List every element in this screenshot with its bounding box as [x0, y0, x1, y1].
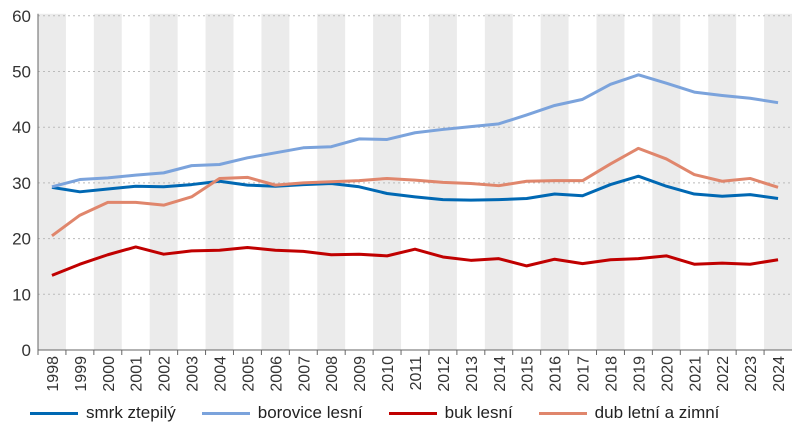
- x-tick-label: 2023: [743, 356, 760, 392]
- y-tick-label: 30: [12, 174, 31, 193]
- y-tick-label: 20: [12, 230, 31, 249]
- year-band: [149, 13, 178, 351]
- legend-item: dub letní a zimní: [538, 403, 720, 423]
- x-tick-label: 2019: [631, 356, 648, 392]
- x-tick-label: 2000: [101, 356, 118, 392]
- x-tick-label: 2022: [715, 356, 732, 392]
- legend-swatch: [388, 411, 437, 415]
- x-tick-label: 2008: [324, 356, 341, 392]
- legend-label: smrk ztepilý: [86, 403, 176, 422]
- x-tick-label: 2018: [603, 356, 620, 392]
- legend: smrk ztepilý borovice lesní buk lesní dub l…: [30, 403, 745, 423]
- y-tick-label: 50: [12, 63, 31, 82]
- x-tick-label: 2005: [240, 356, 257, 392]
- x-tick-label: 2017: [576, 356, 593, 392]
- x-tick-label: 2012: [436, 356, 453, 392]
- x-tick-label: 2014: [492, 356, 509, 392]
- x-tick-label: 2007: [296, 356, 313, 392]
- x-tick-label: 2009: [352, 356, 369, 392]
- year-band: [38, 13, 66, 351]
- x-tick-label: 2006: [268, 356, 285, 392]
- y-tick-label: 40: [12, 118, 31, 137]
- x-tick-label: 2016: [548, 356, 565, 392]
- y-tick-label: 10: [12, 285, 31, 304]
- legend-label: buk lesní: [444, 403, 513, 422]
- x-tick-label: 2002: [157, 356, 174, 392]
- x-tick-label: 2003: [185, 356, 202, 392]
- x-tick-label: 1999: [73, 356, 90, 392]
- y-tick-label: 60: [12, 7, 31, 26]
- x-tick-label: 2021: [687, 356, 704, 392]
- legend-label: dub letní a zimní: [594, 403, 720, 422]
- legend-item: buk lesní: [388, 403, 513, 423]
- x-tick-label: 2024: [771, 356, 788, 392]
- year-band: [764, 13, 792, 351]
- year-band: [484, 13, 513, 351]
- x-tick-label: 2013: [464, 356, 481, 392]
- x-tick-label: 2015: [520, 356, 537, 392]
- legend-swatch: [201, 411, 250, 415]
- legend-item: smrk ztepilý: [30, 403, 176, 423]
- legend-swatch: [538, 411, 587, 415]
- legend-item: borovice lesní: [201, 403, 363, 423]
- year-band: [93, 13, 122, 351]
- x-tick-label: 1998: [45, 356, 62, 392]
- year-band: [373, 13, 402, 351]
- y-tick-label: 0: [22, 341, 31, 360]
- legend-label: borovice lesní: [257, 403, 363, 422]
- x-tick-label: 2020: [659, 356, 676, 392]
- x-tick-label: 2001: [129, 356, 146, 392]
- x-tick-label: 2011: [408, 356, 425, 391]
- x-tick-label: 2004: [213, 356, 230, 392]
- x-tick-label: 2010: [380, 356, 397, 392]
- line-chart: 0 10 20 30 40 50 60 1998 1999 2000 2001 2002 2003 200…: [12, 7, 792, 392]
- legend-swatch: [30, 411, 78, 415]
